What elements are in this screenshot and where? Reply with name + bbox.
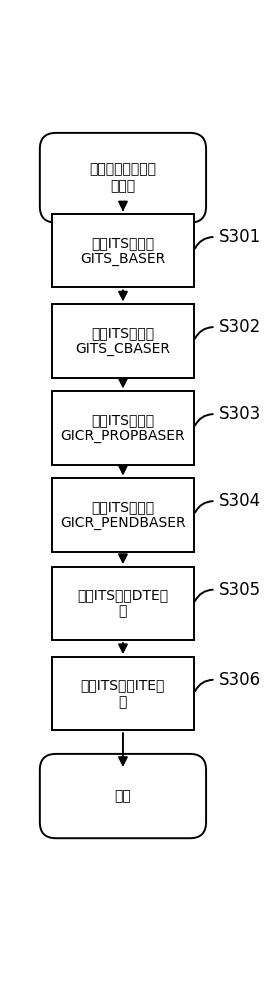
Text: 重构ITS缓存DTE列
表: 重构ITS缓存DTE列 表 [77,588,169,619]
Text: 重构ITS缓存ITE列
表: 重构ITS缓存ITE列 表 [81,679,165,709]
Text: 回写ITS寄存器
GICR_PENDBASER: 回写ITS寄存器 GICR_PENDBASER [60,500,186,530]
Text: S305: S305 [219,581,261,599]
Text: 中断路由环境恢复
子过程: 中断路由环境恢复 子过程 [90,163,157,193]
Text: S302: S302 [219,318,261,336]
Text: 回写ITS寄存器
GITS_BASER: 回写ITS寄存器 GITS_BASER [80,236,165,266]
Text: 回写ITS寄存器
GITS_CBASER: 回写ITS寄存器 GITS_CBASER [76,326,171,356]
Bar [52,304,194,378]
Bar [52,567,194,640]
Text: S303: S303 [219,405,261,423]
Bar [52,214,194,287]
Bar [52,478,194,552]
Text: S304: S304 [219,492,261,510]
FancyBboxPatch shape [40,133,206,223]
Bar [52,657,194,730]
Text: 结束: 结束 [115,789,131,803]
Text: S306: S306 [219,671,261,689]
Bar [52,391,194,465]
Text: S301: S301 [219,228,261,246]
FancyBboxPatch shape [40,754,206,838]
Text: 回写ITS寄存器
GICR_PROPBASER: 回写ITS寄存器 GICR_PROPBASER [61,413,185,443]
